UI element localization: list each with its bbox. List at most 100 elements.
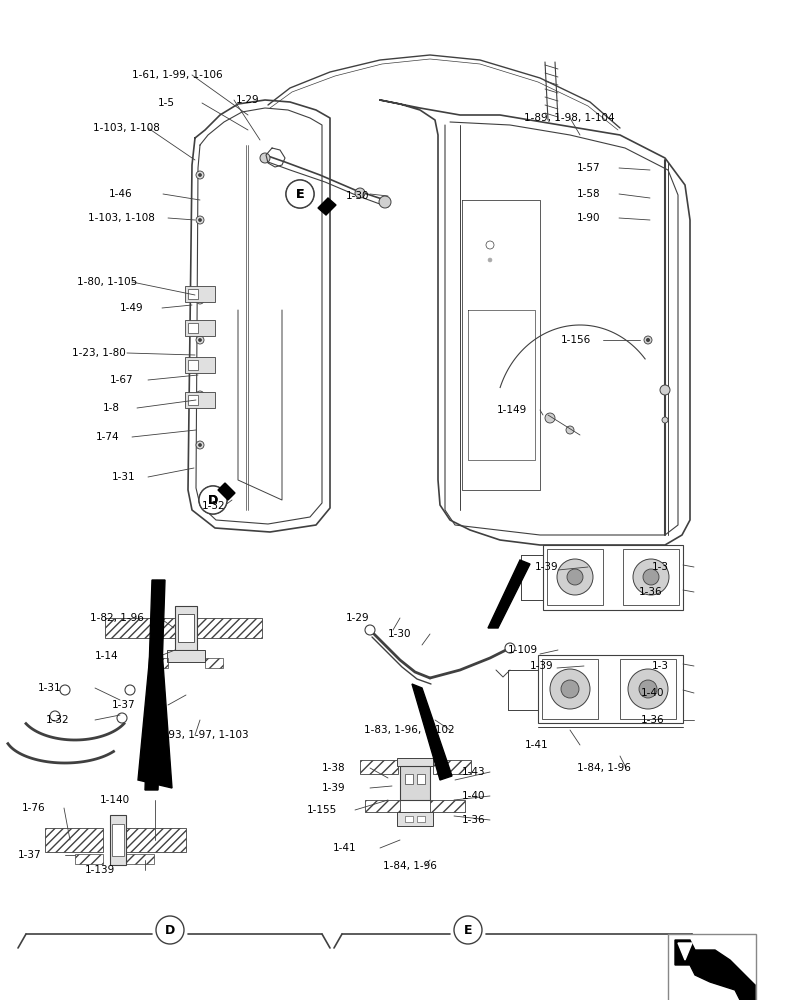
Bar	[197, 618, 262, 638]
Circle shape	[117, 713, 127, 723]
Text: 1-57: 1-57	[577, 163, 600, 173]
Bar	[397, 758, 433, 766]
Bar	[185, 392, 215, 408]
Bar	[430, 800, 465, 812]
Text: 1-3: 1-3	[652, 562, 669, 572]
Bar	[178, 614, 194, 642]
Bar	[185, 320, 215, 336]
Circle shape	[60, 685, 70, 695]
Text: 1-84, 1-96: 1-84, 1-96	[383, 861, 437, 871]
Text: 1-156: 1-156	[561, 335, 591, 345]
Text: 1-84, 1-96: 1-84, 1-96	[577, 763, 631, 773]
Text: 1-80, 1-105: 1-80, 1-105	[77, 277, 137, 287]
Text: 1-74: 1-74	[96, 432, 120, 442]
Circle shape	[486, 241, 494, 249]
Bar	[623, 549, 679, 605]
Circle shape	[286, 180, 314, 208]
Bar	[400, 766, 430, 800]
Text: 1-41: 1-41	[333, 843, 356, 853]
Text: 1-103, 1-108: 1-103, 1-108	[88, 213, 155, 223]
Text: 1-23, 1-80: 1-23, 1-80	[72, 348, 126, 358]
Polygon shape	[318, 198, 336, 215]
Circle shape	[260, 153, 270, 163]
Circle shape	[286, 180, 314, 208]
Bar	[417, 774, 425, 784]
Text: 1-29: 1-29	[346, 613, 369, 623]
Text: 1-14: 1-14	[95, 651, 119, 661]
Bar	[365, 800, 400, 812]
Text: 1-40: 1-40	[641, 688, 664, 698]
Circle shape	[199, 219, 201, 222]
Bar	[360, 760, 398, 774]
Text: 1-61, 1-99, 1-106: 1-61, 1-99, 1-106	[132, 70, 223, 80]
Circle shape	[199, 298, 201, 302]
Circle shape	[199, 174, 201, 176]
Bar	[188, 323, 198, 333]
Text: E: E	[296, 188, 305, 200]
Text: 1-67: 1-67	[110, 375, 133, 385]
Circle shape	[196, 336, 204, 344]
Polygon shape	[675, 940, 755, 1000]
Text: E: E	[464, 924, 472, 936]
Bar	[175, 606, 197, 650]
Text: 1-36: 1-36	[639, 587, 663, 597]
Circle shape	[550, 669, 590, 709]
Circle shape	[567, 569, 583, 585]
Text: 1-140: 1-140	[100, 795, 130, 805]
Text: 1-89, 1-98, 1-104: 1-89, 1-98, 1-104	[524, 113, 615, 123]
Bar	[188, 395, 198, 405]
Circle shape	[355, 188, 365, 198]
Bar	[126, 854, 154, 864]
Text: 1-37: 1-37	[18, 850, 42, 860]
Circle shape	[199, 486, 227, 514]
Polygon shape	[412, 684, 452, 780]
Circle shape	[643, 569, 659, 585]
Circle shape	[379, 196, 391, 208]
Bar	[126, 828, 186, 852]
Circle shape	[646, 338, 650, 342]
Bar	[538, 655, 683, 723]
Bar	[433, 760, 471, 774]
Circle shape	[196, 296, 204, 304]
Bar	[167, 650, 205, 662]
Bar	[185, 286, 215, 302]
Text: 1-82, 1-96: 1-82, 1-96	[90, 613, 144, 623]
Bar	[112, 824, 124, 856]
Bar	[542, 659, 598, 719]
Text: 1-32: 1-32	[202, 501, 225, 511]
Text: 1-3: 1-3	[652, 661, 669, 671]
Bar	[205, 658, 223, 668]
Circle shape	[561, 680, 579, 698]
Bar	[75, 854, 103, 864]
Bar	[405, 816, 413, 822]
Bar	[188, 289, 198, 299]
Text: 1-76: 1-76	[22, 803, 45, 813]
Circle shape	[545, 413, 555, 423]
Text: 1-31: 1-31	[38, 683, 61, 693]
Circle shape	[660, 385, 670, 395]
Text: 1-39: 1-39	[322, 783, 346, 793]
Circle shape	[557, 559, 593, 595]
Bar	[45, 828, 103, 852]
Circle shape	[199, 444, 201, 446]
Circle shape	[644, 336, 652, 344]
Text: 1-90: 1-90	[577, 213, 600, 223]
Bar	[668, 934, 756, 1000]
Circle shape	[488, 258, 492, 262]
Text: D: D	[208, 493, 218, 506]
Circle shape	[199, 338, 201, 342]
Text: 1-30: 1-30	[346, 191, 369, 201]
Circle shape	[628, 669, 668, 709]
Polygon shape	[678, 943, 692, 960]
Text: 1-31: 1-31	[112, 472, 136, 482]
Text: 1-32: 1-32	[46, 715, 69, 725]
Bar	[110, 815, 126, 865]
Text: 1-39: 1-39	[535, 562, 558, 572]
Bar	[150, 658, 168, 668]
Text: 1-36: 1-36	[462, 815, 486, 825]
Text: 1-139: 1-139	[85, 865, 116, 875]
Bar	[547, 549, 603, 605]
Polygon shape	[138, 580, 172, 788]
Text: 1-83, 1-96, 1-102: 1-83, 1-96, 1-102	[364, 725, 455, 735]
Circle shape	[50, 711, 60, 721]
